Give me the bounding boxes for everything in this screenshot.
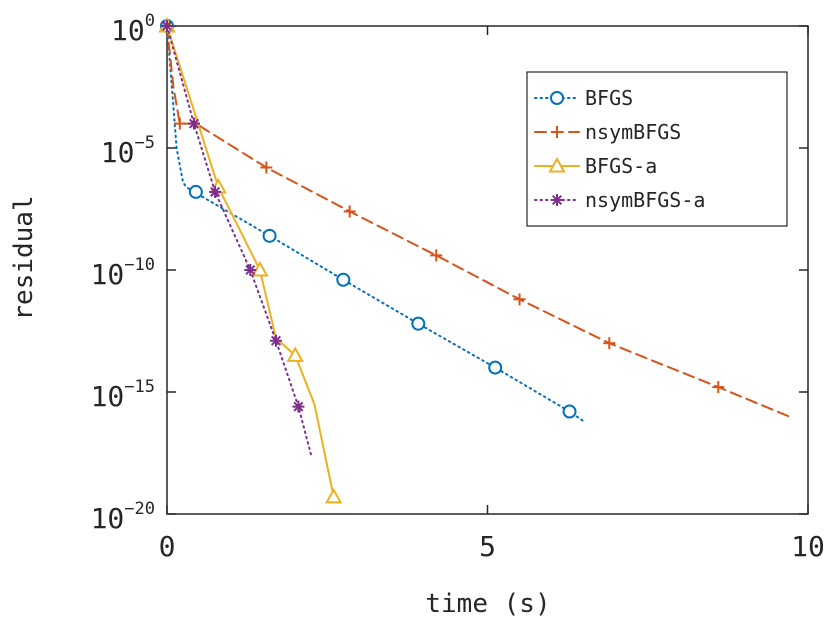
legend-marker-nsymbfgs (551, 126, 563, 138)
series-bfgs (160, 19, 585, 423)
legend-marker-bfgs (550, 91, 564, 105)
series-line-bfgs-a (166, 25, 335, 498)
data-point-bfgs (188, 184, 203, 199)
data-point-bfgs (562, 404, 577, 419)
y-tick-label: 10−15 (91, 377, 155, 413)
legend-marker-bfgs-a (548, 156, 566, 173)
data-point-nsymbfgs (343, 205, 356, 218)
data-point-bfgs (488, 360, 503, 375)
legend-label: nsymBFGS (585, 120, 681, 144)
data-point-nsymbfgs (260, 161, 273, 174)
x-axis-label: time (s) (425, 589, 550, 619)
data-point-nsymbfgs-a (269, 334, 282, 347)
legend: BFGS nsymBFGS BFGS-a nsymBFGS-a (526, 71, 788, 227)
legend-label: nsymBFGS-a (585, 188, 705, 212)
data-point-nsymbfgs (603, 337, 616, 350)
data-point-bfgs (336, 272, 351, 287)
y-axis-label: residual (9, 195, 39, 320)
legend-label: BFGS (585, 86, 633, 110)
data-point-nsymbfgs (712, 381, 725, 394)
axis-ticks: 0 5 10 100 10−5 10−10 10−15 10−20 (91, 11, 825, 563)
series-bfgs-a (158, 16, 343, 504)
data-point-bfgs-a (324, 487, 343, 504)
legend-label: BFGS-a (585, 154, 657, 178)
legend-marker-nsymbfgs-a (551, 194, 563, 206)
series-line-bfgs (166, 25, 585, 423)
data-point-bfgs-a (286, 346, 304, 362)
x-tick-label: 10 (791, 530, 825, 563)
data-point-nsymbfgs (430, 249, 443, 262)
legend-entry-bfgs-a: BFGS-a (534, 154, 657, 178)
x-tick-label: 0 (159, 530, 176, 563)
legend-entry-nsymbfgs: nsymBFGS (534, 120, 681, 144)
data-point-bfgs (411, 316, 426, 331)
series-line-nsymbfgs-a (166, 25, 313, 457)
data-point-bfgs (262, 228, 277, 243)
data-point-nsymbfgs (173, 117, 186, 130)
data-point-nsymbfgs-a (244, 264, 257, 276)
legend-entry-bfgs: BFGS (534, 86, 633, 110)
data-point-nsymbfgs-a (161, 20, 173, 32)
data-point-nsymbfgs-a (187, 117, 200, 130)
data-point-nsymbfgs-a (209, 185, 222, 198)
y-tick-label: 10−10 (91, 255, 155, 291)
plot-series (158, 16, 790, 504)
series-nsymbfgs-a (161, 20, 313, 457)
x-tick-label: 5 (479, 530, 496, 563)
y-tick-label: 10−20 (91, 499, 155, 535)
y-tick-label: 10−5 (101, 133, 155, 169)
y-tick-label: 100 (111, 11, 155, 47)
legend-entry-nsymbfgs-a: nsymBFGS-a (534, 188, 705, 212)
data-point-bfgs-a (251, 260, 269, 277)
data-point-nsymbfgs (513, 293, 526, 306)
data-point-nsymbfgs-a (292, 400, 305, 413)
